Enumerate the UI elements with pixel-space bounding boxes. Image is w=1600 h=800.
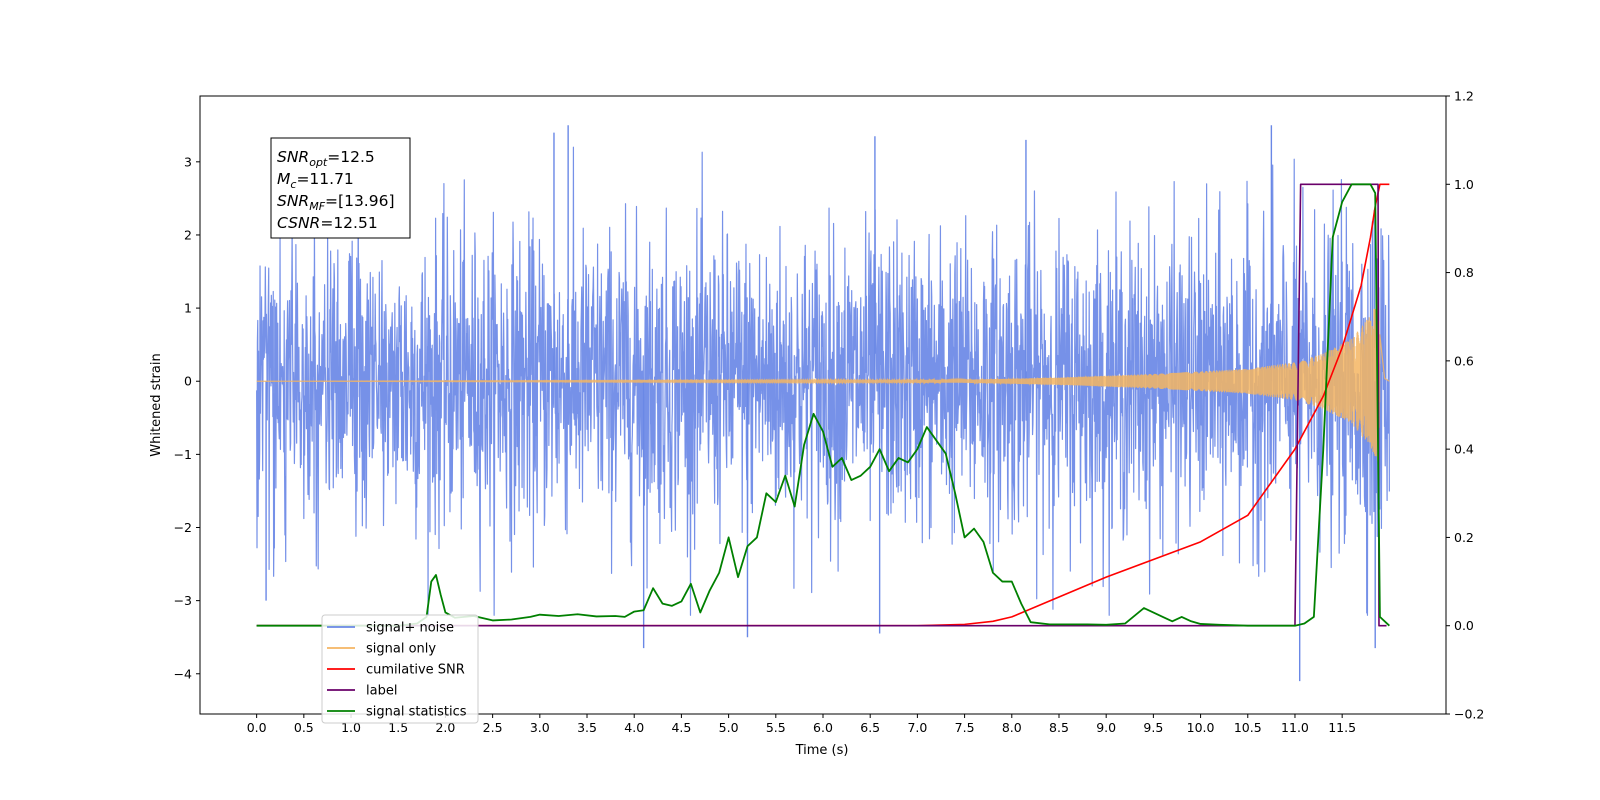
x-tick-label-7: 3.5 xyxy=(577,720,597,735)
y2-tick-label-5: 0.8 xyxy=(1454,265,1474,280)
y-tick-label-5: 1 xyxy=(184,301,192,316)
legend: signal+ noise signal only cumilative SNR la… xyxy=(321,614,479,724)
axes-layer: 0.0 0.5 1.0 1.5 2.0 2.5 3.0 3.5 4.0 4.5 5.0 5.5 6.0 6… xyxy=(174,89,1485,736)
x-tick-label-14: 7.0 xyxy=(907,720,927,735)
annotation-box: SNRopt=12.5Mc=11.71SNRMF=[13.96]CSNR=12.… xyxy=(270,137,411,239)
y-tick-label-4: 0 xyxy=(184,374,192,389)
y2-tick-label-0: −0.2 xyxy=(1454,707,1484,722)
annotation-line-1: Mc=11.71 xyxy=(277,170,354,191)
y2-tick-label-6: 1.0 xyxy=(1454,177,1474,192)
x-tick-label-4: 2.0 xyxy=(435,720,455,735)
x-tick-label-5: 2.5 xyxy=(483,720,503,735)
x-tick-label-23: 11.5 xyxy=(1328,720,1356,735)
y-axis-label: Whitened strain xyxy=(149,353,164,456)
legend-label-4: signal statistics xyxy=(366,705,467,720)
series-cumulative-snr-line xyxy=(256,183,1390,627)
y-tick-label-6: 2 xyxy=(184,227,192,242)
annotation-line-0: SNRopt=12.5 xyxy=(277,148,375,169)
x-tick-label-8: 4.0 xyxy=(624,720,644,735)
legend-label-0: signal+ noise xyxy=(366,621,454,636)
x-tick-label-16: 8.0 xyxy=(1002,720,1022,735)
x-tick-label-1: 0.5 xyxy=(294,720,314,735)
legend-label-3: label xyxy=(366,684,397,699)
x-tick-label-19: 9.5 xyxy=(1143,720,1163,735)
series-layer xyxy=(256,125,1390,682)
x-tick-label-12: 6.0 xyxy=(813,720,833,735)
y2-tick-label-7: 1.2 xyxy=(1454,89,1474,104)
legend-label-2: cumilative SNR xyxy=(366,663,465,678)
legend-frame xyxy=(321,614,479,724)
series-signal-only-line xyxy=(256,303,1390,462)
x-tick-label-10: 5.0 xyxy=(719,720,739,735)
x-tick-label-3: 1.5 xyxy=(388,720,408,735)
x-tick-label-22: 11.0 xyxy=(1281,720,1309,735)
x-tick-label-11: 5.5 xyxy=(766,720,786,735)
x-axis-label: Time (s) xyxy=(795,743,849,758)
y2-tick-label-1: 0.0 xyxy=(1454,618,1474,633)
legend-label-1: signal only xyxy=(366,642,436,657)
x-tick-label-20: 10.0 xyxy=(1187,720,1215,735)
x-tick-label-6: 3.0 xyxy=(530,720,550,735)
x-tick-label-15: 7.5 xyxy=(955,720,975,735)
x-tick-label-0: 0.0 xyxy=(247,720,267,735)
y-tick-label-2: −2 xyxy=(174,520,192,535)
x-tick-label-9: 4.5 xyxy=(671,720,691,735)
y-tick-label-3: −1 xyxy=(174,447,192,462)
y2-tick-label-4: 0.6 xyxy=(1454,353,1474,368)
annotation-box-frame xyxy=(270,137,411,239)
y-tick-label-7: 3 xyxy=(184,154,192,169)
x-tick-label-17: 8.5 xyxy=(1049,720,1069,735)
y-tick-label-1: −3 xyxy=(174,593,192,608)
y2-tick-label-2: 0.2 xyxy=(1454,530,1474,545)
series-label-line xyxy=(256,183,1387,627)
x-tick-label-21: 10.5 xyxy=(1234,720,1262,735)
y2-tick-label-3: 0.4 xyxy=(1454,442,1474,457)
series-signal-statistics-line xyxy=(256,183,1390,627)
annotation-line-2: SNRMF=[13.96] xyxy=(277,192,395,213)
y-tick-label-0: −4 xyxy=(174,666,192,681)
x-tick-label-18: 9.0 xyxy=(1096,720,1116,735)
x-tick-label-13: 6.5 xyxy=(860,720,880,735)
x-tick-label-2: 1.0 xyxy=(341,720,361,735)
annotation-line-3: CSNR=12.51 xyxy=(277,214,378,232)
